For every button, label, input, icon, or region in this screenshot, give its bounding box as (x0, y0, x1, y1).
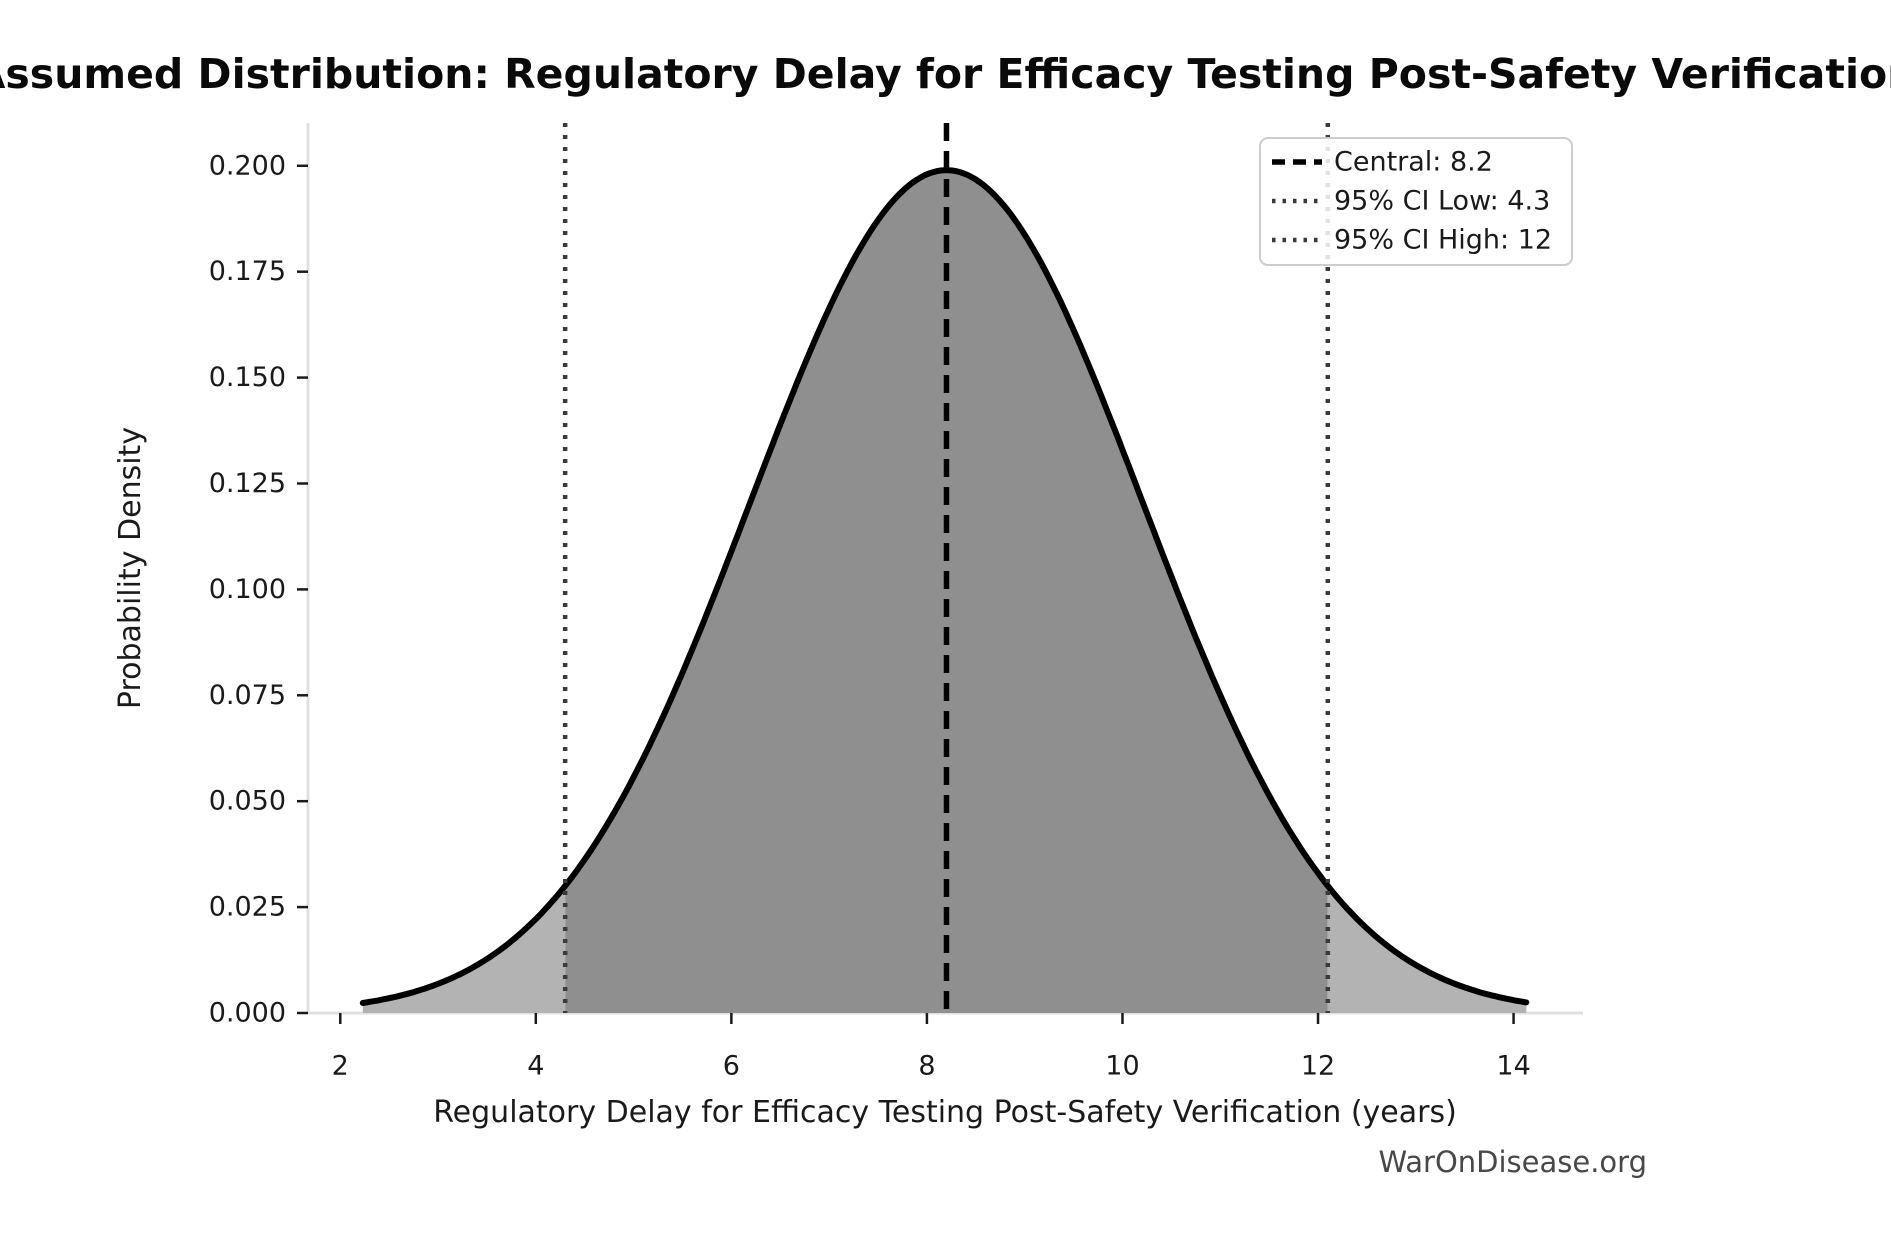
y-tick-label: 0.150 (209, 362, 286, 393)
x-axis-ticks: 2 4 6 8 10 12 14 (332, 1013, 1531, 1082)
x-tick-label: 12 (1301, 1051, 1335, 1082)
y-axis-ticks: 0.000 0.025 0.050 0.075 0.100 0.125 0.150 0.175… (209, 150, 308, 1029)
legend-label-central: Central: 8.2 (1334, 147, 1493, 178)
x-tick-label: 6 (723, 1051, 740, 1082)
x-tick-label: 2 (332, 1051, 349, 1082)
legend-label-ci-high: 95% CI High: 12 (1334, 225, 1552, 256)
x-tick-label: 8 (918, 1051, 935, 1082)
watermark: WarOnDisease.org (1378, 1145, 1647, 1179)
y-tick-label: 0.025 (209, 892, 286, 923)
legend-label-ci-low: 95% CI Low: 4.3 (1334, 186, 1550, 217)
legend-box (1259, 137, 1573, 266)
density-fills (362, 170, 1527, 1013)
x-axis-label: Regulatory Delay for Efficacy Testing Po… (433, 1095, 1457, 1130)
density-curve (359, 167, 1530, 1006)
y-tick-label: 0.050 (209, 786, 286, 817)
right-tail-fill (1327, 885, 1527, 1013)
density-curve-layer (359, 167, 1530, 1006)
y-tick-label: 0.125 (209, 468, 286, 499)
chart-title: Assumed Distribution: Regulatory Delay f… (0, 50, 1891, 98)
left-tail-fill (362, 885, 566, 1013)
y-tick-label: 0.200 (209, 150, 286, 181)
y-tick-label: 0.175 (209, 256, 286, 287)
marker-lines (562, 123, 1331, 1013)
y-tick-label: 0.100 (209, 574, 286, 605)
x-tick-label: 10 (1105, 1051, 1139, 1082)
legend: Central: 8.2 95% CI Low: 4.3 95% CI High… (1259, 137, 1573, 266)
y-axis-label: Probability Density (113, 427, 148, 709)
x-tick-label: 4 (527, 1051, 544, 1082)
y-tick-label: 0.075 (209, 680, 286, 711)
inside-ci-fill (565, 170, 1328, 1013)
y-tick-label: 0.000 (209, 998, 286, 1029)
x-tick-label: 14 (1496, 1051, 1530, 1082)
